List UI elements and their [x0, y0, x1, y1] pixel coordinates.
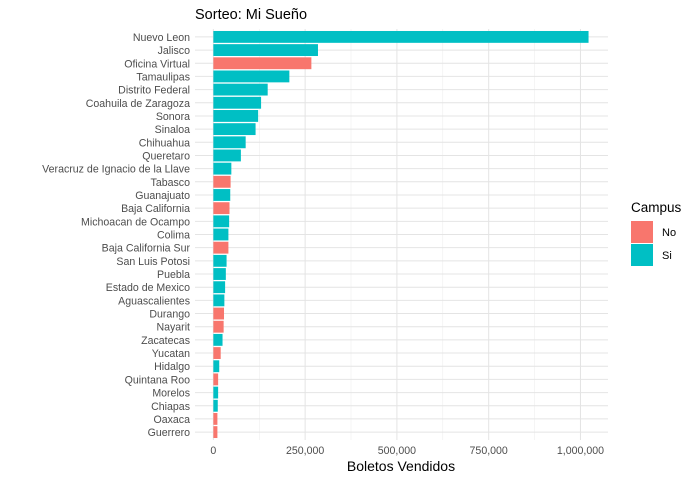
y-tick-label: Sonora: [156, 111, 190, 123]
bar-sinaloa: [213, 123, 256, 136]
y-tick-label: Coahuila de Zaragoza: [86, 98, 190, 110]
bar-morelos: [213, 386, 219, 399]
bar-tamaulipas: [213, 70, 290, 83]
y-tick-label: Queretaro: [142, 150, 190, 162]
bar-baja-california-sur: [213, 241, 229, 254]
y-tick-label: Morelos: [152, 388, 190, 400]
y-tick-label: Guerrero: [148, 427, 190, 439]
y-tick-label: Nuevo Leon: [133, 32, 190, 44]
x-axis-label: Boletos Vendidos: [347, 458, 455, 474]
bar-colima: [213, 228, 229, 241]
bar-tabasco: [213, 175, 231, 188]
bar-jalisco: [213, 44, 318, 57]
legend: Campus No Si: [631, 200, 682, 266]
bar-nayarit: [213, 320, 224, 333]
y-tick-label: Oficina Virtual: [124, 58, 190, 70]
y-tick-label: Hidalgo: [154, 361, 190, 373]
bar-quintana-roo: [213, 373, 219, 386]
y-tick-label: Aguascalientes: [118, 295, 190, 307]
bar-veracruz-de-ignacio-de-la-llave: [213, 162, 232, 175]
y-tick-label: Puebla: [157, 269, 190, 281]
y-tick-label: Estado de Mexico: [106, 282, 190, 294]
y-tick-label: Sinaloa: [155, 124, 190, 136]
y-tick-label: Michoacan de Ocampo: [81, 216, 190, 228]
bar-guerrero: [213, 426, 218, 439]
bar-san-luis-potosi: [213, 254, 227, 267]
bar-michoacan-de-ocampo: [213, 215, 230, 228]
x-tick-label: 750,000: [470, 445, 508, 457]
bar-chiapas: [213, 399, 218, 412]
bar-series: [213, 30, 589, 439]
y-tick-label: Oaxaca: [153, 414, 190, 426]
x-tick-labels: 0 250,000 500,000 750,000 1,000,000: [210, 445, 604, 457]
bar-chihuahua: [213, 136, 246, 149]
bar-sonora: [213, 110, 259, 122]
bar-aguascalientes: [213, 294, 225, 307]
bar-durango: [213, 307, 225, 320]
y-tick-label: Jalisco: [158, 45, 190, 57]
bar-zacatecas: [213, 333, 223, 346]
bar-coahuila-de-zaragoza: [213, 96, 262, 109]
y-tick-label: Nayarit: [156, 322, 190, 334]
y-tick-label: Chiapas: [151, 401, 190, 413]
bar-hidalgo: [213, 360, 220, 373]
bar-oficina-virtual: [213, 57, 312, 70]
y-tick-label: Durango: [149, 309, 190, 321]
bar-queretaro: [213, 149, 241, 162]
bar-yucatan: [213, 347, 221, 359]
y-tick-label: Tabasco: [151, 177, 191, 189]
bar-baja-california: [213, 202, 230, 215]
x-tick-label: 500,000: [378, 445, 416, 457]
y-tick-label: Veracruz de Ignacio de la Llave: [42, 164, 190, 176]
y-tick-label: Guanajuato: [135, 190, 190, 202]
bar-nuevo-leon: [213, 30, 589, 43]
bar-guanajuato: [213, 189, 231, 201]
y-tick-label: Yucatan: [152, 348, 190, 360]
legend-key-no: [631, 221, 653, 243]
x-tick-label: 0: [210, 445, 216, 457]
y-tick-label: San Luis Potosi: [116, 256, 190, 268]
x-tick-label: 1,000,000: [557, 445, 604, 457]
y-tick-label: Quintana Roo: [125, 374, 190, 386]
legend-title: Campus: [631, 200, 682, 215]
chart-title: Sorteo: Mi Sueño: [195, 7, 307, 23]
y-tick-label: Colima: [157, 230, 190, 242]
legend-label: Si: [662, 250, 672, 262]
bar-puebla: [213, 268, 226, 280]
legend-label: No: [662, 227, 676, 239]
y-tick-label: Distrito Federal: [118, 85, 190, 97]
y-tick-label: Zacatecas: [141, 335, 190, 347]
x-tick-label: 250,000: [286, 445, 324, 457]
y-tick-label: Chihuahua: [139, 137, 190, 149]
y-tick-label: Baja California: [121, 203, 190, 215]
legend-key-si: [631, 244, 653, 266]
bar-oaxaca: [213, 412, 218, 425]
bar-estado-de-mexico: [213, 281, 226, 294]
y-tick-label: Baja California Sur: [102, 243, 191, 255]
bar-distrito-federal: [213, 83, 268, 96]
y-tick-label: Tamaulipas: [136, 71, 190, 83]
